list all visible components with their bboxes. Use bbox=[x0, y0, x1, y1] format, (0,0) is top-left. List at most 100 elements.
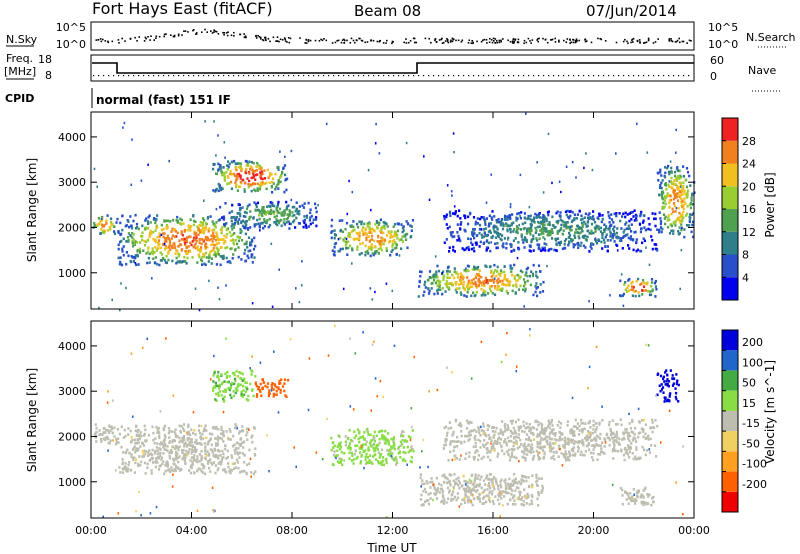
power-cell bbox=[136, 226, 139, 229]
nave-point bbox=[468, 75, 470, 77]
velocity-cell bbox=[166, 449, 169, 453]
power-cell bbox=[555, 242, 558, 245]
noise-point bbox=[482, 39, 484, 42]
velocity-cell bbox=[352, 458, 356, 461]
power-cell bbox=[281, 172, 284, 175]
velocity-cell bbox=[463, 496, 466, 500]
velocity-cell bbox=[232, 434, 235, 438]
power-cell bbox=[372, 253, 375, 257]
power-cell bbox=[231, 160, 234, 164]
velocity-cell bbox=[455, 482, 458, 485]
power-cell bbox=[330, 224, 333, 228]
noise-point bbox=[444, 40, 447, 42]
velocity-cell bbox=[338, 461, 341, 464]
power-cell bbox=[202, 238, 205, 242]
power-cell bbox=[538, 225, 541, 228]
power-cell bbox=[560, 190, 562, 194]
power-cell bbox=[649, 293, 653, 297]
power-cell bbox=[690, 213, 694, 217]
power-cell bbox=[456, 214, 459, 218]
velocity-cell bbox=[495, 482, 498, 485]
power-cell bbox=[472, 277, 475, 281]
power-cell bbox=[201, 222, 205, 225]
velocity-cell bbox=[216, 468, 219, 472]
power-cell bbox=[229, 247, 232, 251]
power-cell bbox=[477, 283, 481, 287]
power-cell bbox=[456, 273, 459, 276]
noise-point bbox=[403, 41, 405, 44]
power-cell bbox=[648, 263, 651, 266]
power-cell bbox=[446, 276, 449, 280]
power-cell bbox=[389, 236, 392, 239]
velocity-cell bbox=[482, 432, 485, 435]
noise-point bbox=[578, 39, 580, 42]
velocity-cell bbox=[527, 476, 530, 479]
power-cell bbox=[250, 189, 253, 193]
power-cell bbox=[604, 235, 607, 239]
power-cell bbox=[369, 254, 372, 258]
velocity-cell bbox=[344, 440, 347, 444]
power-cell bbox=[117, 256, 120, 260]
power-cell bbox=[270, 242, 273, 245]
velocity-cell bbox=[193, 471, 196, 475]
velocity-cell bbox=[146, 462, 149, 466]
power-cell bbox=[622, 304, 625, 307]
velocity-cell bbox=[553, 458, 556, 461]
power-cell bbox=[494, 287, 497, 290]
noise-point bbox=[257, 34, 259, 37]
power-cell bbox=[467, 288, 470, 291]
power-cell bbox=[622, 231, 625, 234]
power-cell bbox=[284, 178, 288, 181]
velocity-cell bbox=[241, 395, 244, 398]
power-cell bbox=[244, 220, 247, 224]
noise-point bbox=[325, 39, 328, 42]
velocity-cell bbox=[609, 429, 612, 433]
velocity-cell bbox=[189, 443, 192, 447]
power-cell bbox=[217, 286, 219, 289]
power-cell bbox=[547, 231, 550, 235]
velocity-cell bbox=[377, 461, 380, 465]
power-cell bbox=[631, 285, 634, 288]
power-cell bbox=[447, 282, 450, 285]
velocity-cell bbox=[243, 460, 246, 464]
power-cell bbox=[259, 183, 262, 187]
power-cell bbox=[240, 258, 243, 261]
power-cell bbox=[454, 288, 457, 292]
power-cell bbox=[154, 240, 157, 244]
noise-point bbox=[488, 41, 491, 43]
power-cell bbox=[635, 240, 638, 244]
power-cell bbox=[358, 220, 361, 224]
power-cell bbox=[474, 220, 478, 224]
velocity-cell bbox=[513, 479, 516, 482]
velocity-cell bbox=[168, 468, 171, 471]
power-cell bbox=[542, 227, 545, 231]
power-cell bbox=[517, 227, 520, 230]
noise-point bbox=[336, 39, 338, 42]
power-cell bbox=[218, 298, 221, 301]
velocity-cell bbox=[158, 434, 161, 437]
nave-point bbox=[303, 75, 305, 77]
velocity-cell bbox=[463, 501, 467, 504]
power-cell bbox=[277, 168, 280, 171]
power-cell bbox=[296, 210, 300, 214]
velocity-cell bbox=[222, 452, 225, 456]
velocity-cell bbox=[359, 460, 362, 463]
velocity-cell bbox=[166, 445, 169, 448]
power-cell bbox=[251, 261, 254, 264]
nave-point bbox=[658, 75, 660, 77]
velocity-cell bbox=[535, 473, 538, 477]
power-cell bbox=[679, 215, 682, 219]
power-cell bbox=[446, 266, 450, 269]
noise-point bbox=[679, 41, 681, 44]
power-cell bbox=[303, 221, 306, 225]
power-cell bbox=[472, 232, 475, 236]
power-cell bbox=[439, 288, 442, 292]
power-cell bbox=[490, 216, 493, 219]
power-cell bbox=[165, 261, 168, 265]
nave-point bbox=[538, 75, 540, 77]
power-cell bbox=[261, 172, 264, 175]
power-cell bbox=[258, 224, 261, 228]
power-cell bbox=[676, 199, 680, 202]
velocity-cell bbox=[236, 389, 239, 392]
velocity-cell bbox=[519, 490, 522, 494]
